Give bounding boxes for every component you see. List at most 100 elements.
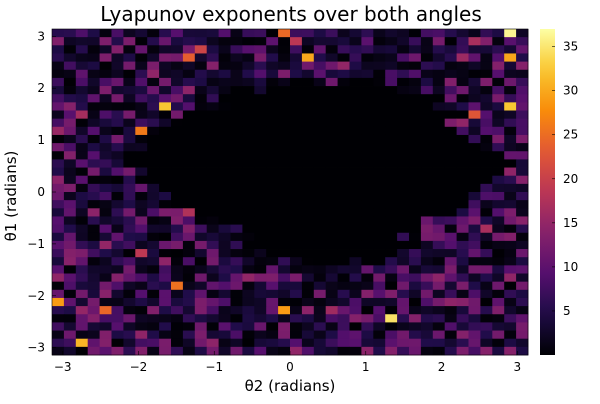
heatmap-cell <box>290 102 303 111</box>
heatmap-cell <box>349 126 362 136</box>
heatmap-cell <box>278 322 291 331</box>
heatmap-cell <box>52 265 65 274</box>
heatmap-cell <box>444 322 457 331</box>
heatmap-cell <box>135 143 148 152</box>
heatmap-cell <box>230 224 243 234</box>
heatmap-cell <box>432 346 446 356</box>
heatmap-cell <box>218 224 231 234</box>
heatmap-cell <box>182 183 196 193</box>
heatmap-cell <box>337 216 350 225</box>
heatmap-cell <box>171 289 184 299</box>
heatmap-cell <box>242 61 255 71</box>
heatmap-cell <box>87 240 100 250</box>
heatmap-cell <box>75 216 89 225</box>
heatmap-cell <box>432 192 446 201</box>
heatmap-cell <box>313 232 327 242</box>
heatmap-cell <box>385 289 398 299</box>
heatmap-cell <box>301 69 315 79</box>
heatmap-cell <box>242 37 255 46</box>
heatmap-cell <box>218 175 231 185</box>
heatmap-cell <box>504 183 517 193</box>
heatmap-cell <box>373 314 386 323</box>
heatmap-cell <box>254 224 267 234</box>
heatmap-cell <box>301 151 315 160</box>
heatmap-cell <box>52 143 65 152</box>
heatmap-cell <box>492 257 505 266</box>
heatmap-cell <box>182 29 196 38</box>
heatmap-cell <box>504 53 517 62</box>
heatmap-cell <box>254 167 267 177</box>
heatmap-cell <box>159 126 172 136</box>
heatmap-cell <box>147 86 160 95</box>
heatmap-cell <box>278 249 291 258</box>
heatmap-cell <box>63 216 77 225</box>
heatmap-cell <box>266 224 279 234</box>
heatmap-cell <box>504 118 517 128</box>
heatmap-cell <box>409 346 422 356</box>
heatmap-cell <box>135 29 148 38</box>
y-axis-label: θ1 (radians) <box>2 151 20 242</box>
heatmap-cell <box>385 224 398 234</box>
heatmap-cell <box>349 102 362 111</box>
heatmap-cell <box>444 159 457 168</box>
y-tick-label: 1 <box>37 133 45 147</box>
heatmap-cell <box>159 257 172 266</box>
heatmap-cell <box>171 159 184 168</box>
heatmap-cell <box>230 232 243 242</box>
heatmap-cell <box>409 45 422 54</box>
heatmap-cell <box>397 257 410 266</box>
heatmap-cell <box>444 216 457 225</box>
heatmap-cell <box>266 69 279 79</box>
heatmap-cell <box>504 151 517 160</box>
heatmap-cell <box>111 240 124 250</box>
heatmap-cell <box>313 192 327 201</box>
heatmap-cell <box>194 297 208 307</box>
heatmap-cell <box>397 346 410 356</box>
heatmap-cell <box>361 102 374 111</box>
heatmap-cell <box>468 281 481 291</box>
heatmap-cell <box>171 265 184 274</box>
heatmap-cell <box>147 151 160 160</box>
heatmap-cell <box>218 53 231 62</box>
heatmap-cell <box>397 306 410 315</box>
heatmap-cell <box>492 200 505 209</box>
heatmap-cell <box>409 338 422 348</box>
heatmap-cell <box>218 134 231 144</box>
heatmap-cell <box>290 346 303 356</box>
heatmap-cell <box>468 77 481 87</box>
heatmap-cell <box>349 200 362 209</box>
heatmap-cell <box>290 273 303 283</box>
heatmap-cell <box>254 281 267 291</box>
heatmap-cell <box>242 208 255 217</box>
heatmap-cell <box>444 330 457 340</box>
heatmap-cell <box>325 29 338 38</box>
heatmap-cell <box>266 216 279 225</box>
heatmap-cell <box>242 192 255 201</box>
heatmap-cell <box>361 53 374 62</box>
heatmap-cell <box>385 69 398 79</box>
heatmap-cell <box>397 118 410 128</box>
heatmap-cell <box>397 126 410 136</box>
heatmap-cell <box>444 249 457 258</box>
heatmap-cell <box>63 45 77 54</box>
heatmap-cell <box>313 257 327 266</box>
heatmap-cell <box>230 297 243 307</box>
heatmap-cell <box>516 45 529 54</box>
heatmap-cell <box>432 175 446 185</box>
heatmap-cell <box>87 265 100 274</box>
heatmap-cell <box>409 151 422 160</box>
heatmap-cell <box>99 306 112 315</box>
heatmap-cell <box>87 322 100 331</box>
heatmap-cell <box>254 175 267 185</box>
heatmap-cell <box>432 102 446 111</box>
heatmap-cell <box>349 69 362 79</box>
heatmap-cell <box>480 232 493 242</box>
heatmap-cell <box>361 208 374 217</box>
heatmap-cell <box>99 151 112 160</box>
heatmap-cell <box>254 322 267 331</box>
heatmap-cell <box>373 297 386 307</box>
heatmap-cell <box>492 338 505 348</box>
heatmap-cell <box>111 232 124 242</box>
heatmap-cell <box>337 61 350 71</box>
